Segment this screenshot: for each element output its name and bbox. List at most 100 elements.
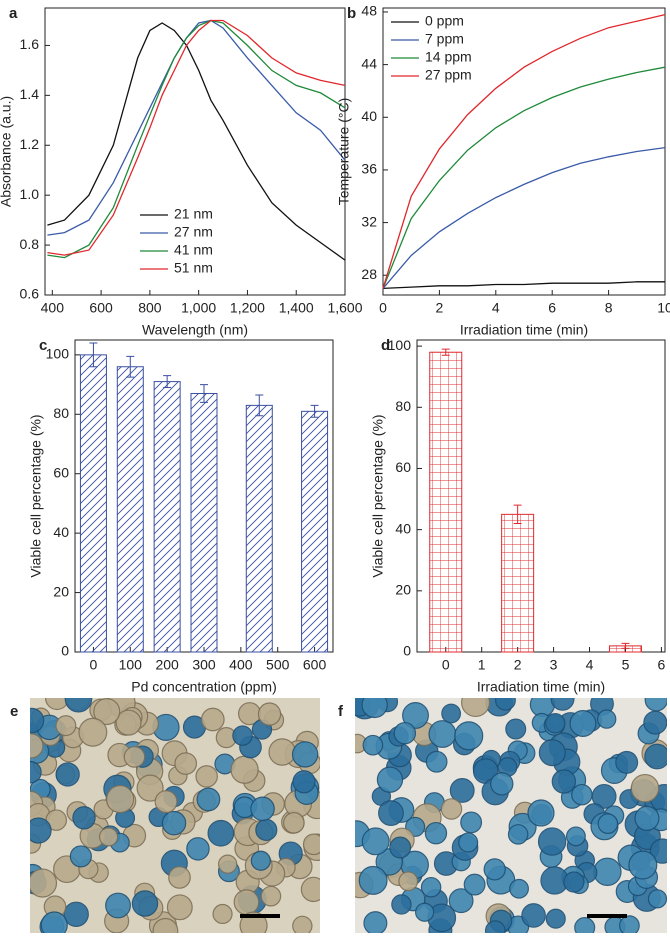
- panel-label: c: [39, 337, 47, 354]
- y-tick-label: 80: [395, 398, 411, 414]
- y-tick-label: 44: [361, 55, 377, 71]
- cell: [72, 806, 96, 830]
- cell: [30, 817, 52, 844]
- cell: [563, 871, 585, 893]
- micrograph: [30, 698, 320, 933]
- cell: [545, 712, 566, 734]
- cell: [233, 889, 260, 916]
- cell: [565, 826, 586, 847]
- cell: [507, 824, 529, 845]
- cell: [537, 827, 567, 856]
- cell: [454, 721, 484, 751]
- error-bar: [89, 342, 98, 368]
- x-tick-label: 8: [605, 300, 613, 316]
- x-tick-label: 6: [658, 657, 666, 673]
- cell: [268, 738, 296, 766]
- x-tick-label: 0: [90, 657, 98, 673]
- cell: [161, 810, 187, 836]
- bar: [429, 351, 463, 653]
- cell: [415, 902, 435, 922]
- cell: [551, 769, 577, 794]
- x-tick-label: 4: [492, 300, 500, 316]
- cell: [154, 790, 178, 814]
- cell: [619, 915, 640, 933]
- cell: [196, 787, 221, 812]
- x-tick-label: 4: [586, 657, 594, 673]
- x-tick-label: 100: [119, 657, 143, 673]
- cell: [628, 850, 658, 880]
- cell: [300, 876, 320, 903]
- error-bar: [441, 348, 450, 356]
- cell: [490, 772, 514, 796]
- y-tick-label: 36: [361, 161, 377, 177]
- bar: [116, 366, 144, 653]
- cell: [402, 702, 429, 729]
- cell: [93, 698, 121, 726]
- cell: [195, 765, 218, 788]
- cell: [115, 709, 142, 736]
- cell: [302, 833, 320, 856]
- x-tick-label: 10: [657, 300, 670, 316]
- data-line: [382, 281, 665, 290]
- cell: [391, 894, 412, 915]
- legend-label: 14 ppm: [425, 49, 472, 65]
- cell: [105, 892, 131, 919]
- data-line: [382, 66, 666, 289]
- x-tick-label: 1: [478, 657, 486, 673]
- cell: [123, 746, 146, 768]
- cell: [292, 770, 316, 794]
- cell: [361, 827, 390, 856]
- legend-label: 27 ppm: [425, 67, 472, 83]
- panel-label: a: [9, 5, 18, 22]
- data-line: [47, 19, 346, 256]
- data-line: [47, 19, 346, 236]
- cell: [361, 698, 388, 719]
- error-bar: [621, 642, 630, 649]
- error-bar: [163, 375, 172, 389]
- y-tick-label: 1.4: [20, 86, 40, 102]
- cell: [644, 743, 667, 770]
- cell: [376, 766, 404, 793]
- legend-label: 0 ppm: [425, 13, 464, 29]
- micrograph: [355, 698, 667, 933]
- cell: [230, 755, 259, 784]
- bar: [79, 354, 107, 653]
- cell: [571, 783, 593, 806]
- panel-label: e: [10, 703, 18, 720]
- cell: [643, 710, 667, 735]
- x-tick-label: 300: [192, 657, 216, 673]
- y-tick-label: 100: [388, 337, 412, 353]
- y-axis-label: Absorbance (a.u.): [0, 96, 14, 207]
- y-tick-label: 0: [61, 643, 69, 659]
- x-tick-label: 1,600: [327, 300, 362, 316]
- cell: [545, 908, 566, 929]
- cell: [428, 720, 457, 748]
- y-tick-label: 20: [53, 583, 69, 599]
- cell: [260, 885, 282, 907]
- legend-label: 51 nm: [174, 260, 213, 276]
- x-tick-label: 3: [550, 657, 558, 673]
- cell: [136, 774, 164, 802]
- x-tick-label: 200: [155, 657, 179, 673]
- x-tick-label: 1,000: [181, 300, 216, 316]
- cell: [30, 868, 58, 898]
- cell: [200, 707, 225, 732]
- x-axis-label: Irradiation time (min): [477, 679, 605, 695]
- y-tick-label: 0.8: [20, 236, 40, 252]
- cell: [186, 837, 210, 861]
- error-bar: [310, 404, 319, 418]
- cell: [55, 715, 77, 737]
- cell: [461, 698, 491, 718]
- cell: [424, 821, 448, 845]
- cell: [460, 811, 483, 834]
- x-tick-label: 1,400: [279, 300, 314, 316]
- cell: [593, 857, 622, 886]
- cell: [448, 888, 474, 914]
- x-tick-label: 500: [266, 657, 290, 673]
- legend-label: 41 nm: [174, 242, 213, 258]
- y-tick-label: 20: [395, 582, 411, 598]
- cell: [463, 873, 486, 896]
- bar: [245, 404, 273, 653]
- cell: [166, 894, 193, 921]
- cell: [30, 733, 44, 759]
